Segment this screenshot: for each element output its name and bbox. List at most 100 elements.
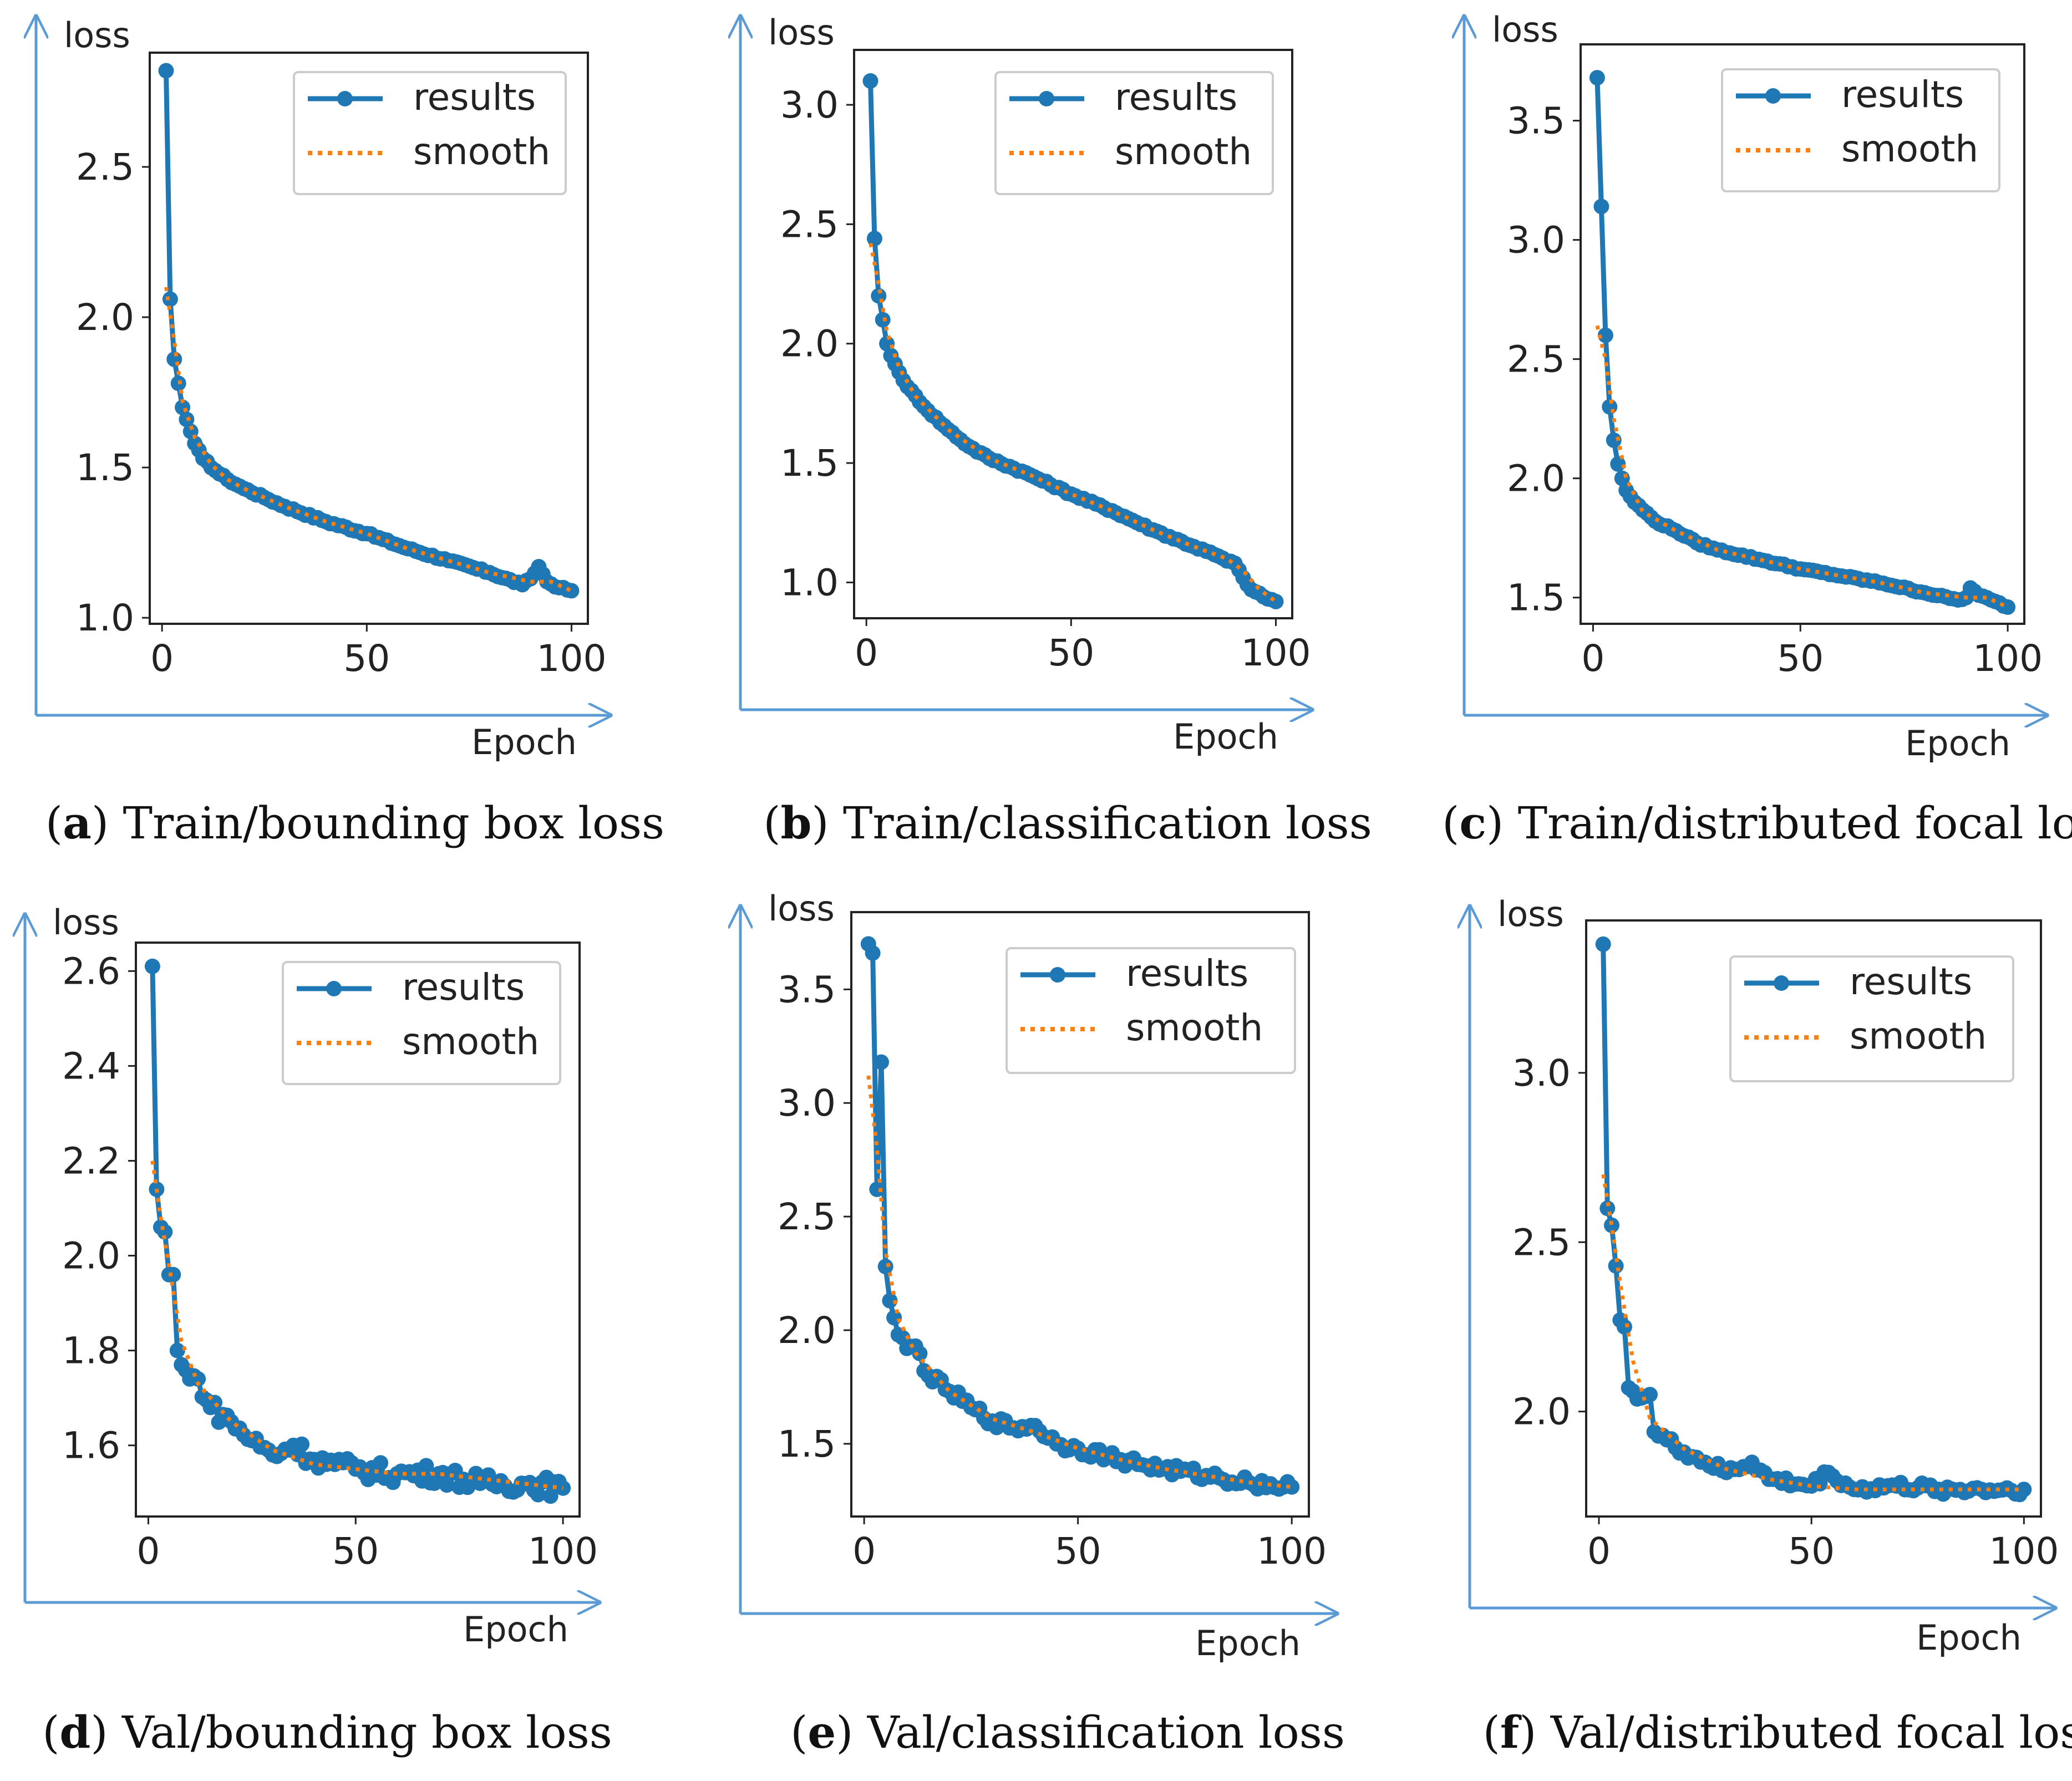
results-point (1606, 432, 1622, 448)
y-tick-label: 2.0 (76, 296, 134, 339)
results-point (874, 1054, 889, 1070)
legend-results-label: results (1850, 960, 1972, 1003)
caption-open-paren: ( (763, 797, 780, 849)
panel-caption: (f) Val/distributed focal loss (1483, 1706, 2072, 1758)
x-tick-label: 50 (1777, 637, 1824, 680)
legend-results-label: results (413, 76, 536, 119)
x-axis-label: Epoch (1195, 1623, 1301, 1663)
panel-caption: (a) Train/bounding box loss (45, 797, 664, 849)
x-tick-label: 100 (1257, 1530, 1327, 1573)
y-tick-label: 1.5 (780, 442, 839, 485)
y-tick-label: 2.5 (780, 203, 839, 246)
results-point (1812, 1476, 1828, 1492)
y-tick-label: 3.0 (778, 1082, 836, 1124)
results-point (418, 1458, 434, 1474)
caption-open-paren: ( (790, 1707, 808, 1758)
chart-panel-e: loss Epoch 0 50 100 1.5 2.0 2.5 3.0 3.5 results smo… (740, 888, 1345, 1758)
plot-frame (853, 49, 1293, 619)
chart-panel-d: loss Epoch 0 50 100 1.6 1.8 2.0 2.2 2.4 2.6 results… (25, 902, 612, 1758)
y-tick-label: 1.8 (62, 1330, 120, 1372)
results-point (1268, 593, 1284, 609)
legend-results-label: results (1126, 952, 1248, 995)
results-point (882, 1293, 898, 1309)
legend-box (994, 71, 1274, 195)
chart-panel-c: loss Epoch 0 50 100 1.5 2.0 2.5 3.0 3.5 results smo… (1442, 9, 2072, 849)
results-point (1284, 1479, 1300, 1495)
results-point (912, 1346, 928, 1361)
caption-title: Val/classification loss (867, 1707, 1345, 1758)
y-tick-label: 2.0 (1512, 1391, 1571, 1433)
caption-letter: b (780, 797, 811, 849)
x-tick-label: 100 (1241, 632, 1311, 674)
y-tick-label: 2.4 (62, 1045, 120, 1087)
results-point (869, 1181, 885, 1197)
y-tick-label: 3.0 (1512, 1052, 1571, 1095)
results-point (144, 958, 160, 974)
results-point (2016, 1482, 2032, 1498)
plot-frame (1580, 43, 2025, 625)
y-tick-label: 1.0 (780, 561, 839, 604)
plot-frame (135, 942, 581, 1518)
x-tick-label: 0 (855, 632, 878, 674)
results-point (1593, 199, 1609, 215)
x-tick-label: 100 (1989, 1530, 2059, 1573)
results-point (886, 1310, 902, 1326)
x-tick-label: 0 (150, 637, 174, 680)
legend-smooth-label: smooth (413, 130, 550, 173)
x-tick-label: 50 (1788, 1530, 1835, 1573)
y-tick-label: 2.0 (1507, 457, 1565, 500)
chart-panel-a: loss Epoch 0 50 100 1.0 1.5 2.0 2.5 results smooth… (36, 15, 664, 849)
results-point (865, 945, 881, 961)
legend-results-marker (1774, 975, 1789, 991)
chart-panel-b: loss Epoch 0 50 100 1.0 1.5 2.0 2.5 3.0 results smo… (740, 12, 1372, 849)
chart-panel-f: loss Epoch 0 50 100 2.0 2.5 3.0 results smooth (f)… (1470, 894, 2072, 1758)
results-point (877, 1259, 893, 1275)
caption-close-paren: ) (1486, 797, 1518, 849)
x-tick-label: 0 (1587, 1530, 1611, 1573)
legend-smooth-label: smooth (1841, 128, 1978, 170)
results-point (179, 411, 195, 428)
legend-results-marker (337, 91, 353, 106)
results-point (875, 312, 891, 328)
x-tick-label: 50 (343, 637, 390, 680)
legend-results-marker (1765, 88, 1781, 104)
legend-smooth-label: smooth (1126, 1006, 1263, 1049)
x-axis-label: Epoch (1905, 723, 2010, 764)
smooth-line (164, 287, 572, 593)
legend-box (1005, 947, 1296, 1074)
y-tick-label: 2.5 (1507, 338, 1565, 381)
legend-results-marker (326, 981, 342, 996)
legend-results-label: results (1841, 73, 1964, 116)
results-point (1595, 936, 1611, 952)
y-axis-label: loss (64, 15, 130, 55)
plot-frame (850, 911, 1310, 1518)
results-point (1589, 70, 1605, 86)
legend-box (1729, 955, 2014, 1082)
panel-caption: (d) Val/bounding box loss (42, 1706, 612, 1758)
x-tick-label: 50 (1055, 1530, 1101, 1573)
results-point (165, 1266, 181, 1283)
y-tick-label: 2.0 (778, 1309, 836, 1352)
legend-results-label: results (402, 966, 525, 1009)
y-axis-label: loss (1497, 894, 1564, 934)
y-axis-label: loss (768, 888, 835, 929)
legend-box (1721, 68, 2000, 192)
legend-results-label: results (1115, 76, 1237, 119)
x-axis-label: Epoch (1916, 1617, 2022, 1658)
x-axis-label: Epoch (471, 722, 577, 762)
y-axis-label: loss (768, 12, 835, 53)
x-tick-label: 100 (1973, 637, 2043, 680)
results-point (294, 1436, 310, 1452)
legend-smooth-label: smooth (1115, 130, 1252, 173)
y-tick-label: 2.0 (62, 1235, 120, 1278)
x-tick-label: 50 (1048, 632, 1094, 674)
x-tick-label: 100 (536, 637, 606, 680)
results-point (162, 291, 178, 307)
results-point (373, 1455, 389, 1471)
caption-letter: f (1500, 1706, 1522, 1758)
y-tick-label: 3.5 (1507, 100, 1565, 143)
legend-smooth-label: smooth (1850, 1015, 1987, 1057)
results-point (542, 1488, 558, 1504)
smooth-line (866, 1075, 1292, 1489)
y-tick-label: 2.0 (780, 323, 839, 365)
